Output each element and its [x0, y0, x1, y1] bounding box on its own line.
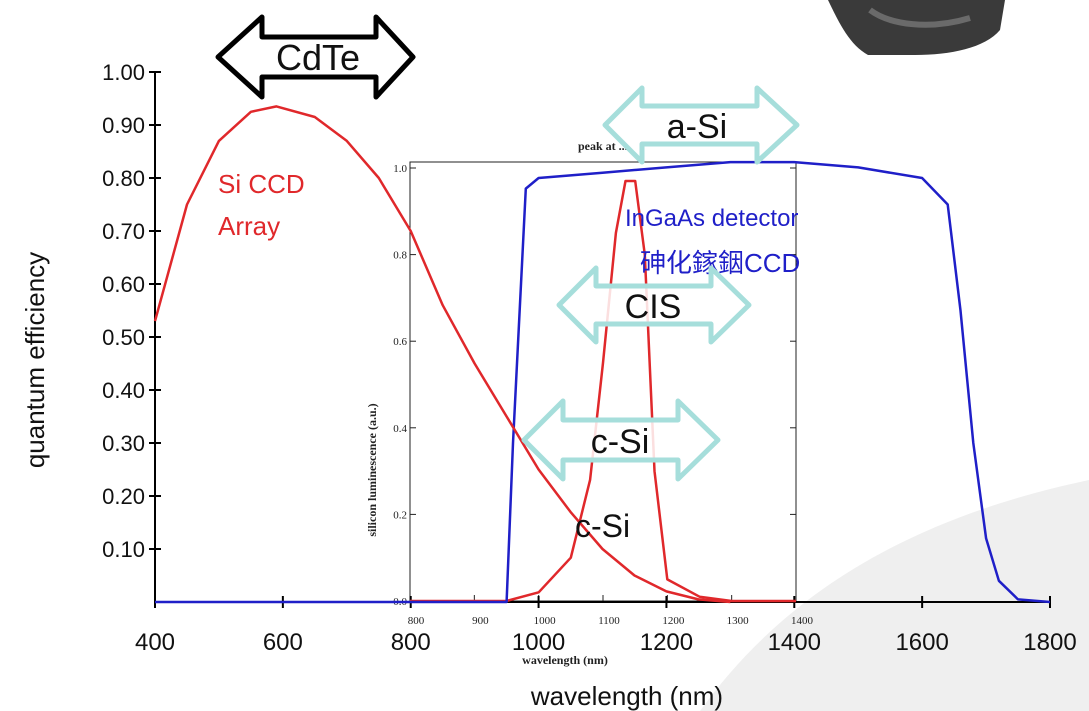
inset-c-si-luminescence-line	[410, 179, 796, 603]
inset-x-tick-label: 1300	[727, 615, 750, 627]
inset-x-tick-label: 1400	[791, 615, 814, 627]
a-si-arrow	[602, 85, 800, 165]
c-si-arrow-label: c-Si	[591, 423, 650, 461]
si-ccd-label-line1: Si CCD	[218, 169, 305, 199]
main-x-axis-label: wavelength (nm)	[530, 681, 723, 711]
main-x-tick-label: 400	[135, 629, 175, 656]
main-y-tick-label: 0.90	[102, 113, 145, 138]
inset-x-axis-label: wavelength (nm)	[522, 653, 608, 667]
inset-y-tick-label: 0.6	[393, 336, 407, 348]
cis-arrow-label: CIS	[625, 288, 682, 326]
main-y-tick-label: 0.60	[102, 272, 145, 297]
inset-y-tick-label: 1.0	[393, 163, 407, 175]
cdte-arrow	[215, 14, 416, 100]
ingaas-label-line2: 砷化鎵銦CCD	[640, 248, 800, 278]
main-x-tick-label: 1200	[640, 629, 693, 656]
inset-y-tick-label: 0.2	[393, 509, 407, 521]
c-si-arrow	[521, 398, 721, 482]
inset-x-tick-label: 1000	[534, 615, 557, 627]
inset-y-tick-label: 0.8	[393, 250, 407, 262]
main-x-tick-label: 600	[263, 629, 303, 656]
inset-y-axis-label: silicon luminescence (a.u.)	[365, 403, 379, 536]
main-y-tick-label: 0.50	[102, 325, 145, 350]
main-y-tick-label: 0.20	[102, 484, 145, 509]
series-layer	[153, 105, 1051, 604]
main-x-tick-label: 1600	[895, 629, 948, 656]
main-x-tick-label: 1000	[512, 629, 565, 656]
main-x-tick-label: 1800	[1023, 629, 1076, 656]
main-x-tick-label: 1400	[768, 629, 821, 656]
main-x-ticks: 400 600 800 1000 1200 1400 1600 1800	[135, 596, 1077, 656]
main-y-tick-label: 1.00	[102, 60, 145, 85]
main-x-tick-label: 800	[391, 629, 431, 656]
main-y-tick-label: 0.30	[102, 431, 145, 456]
inset-title: peak at ...	[578, 139, 628, 153]
c-si-label: c-Si	[575, 508, 630, 544]
main-y-axis-label: quantum efficiency	[20, 252, 50, 468]
main-y-tick-label: 0.40	[102, 378, 145, 403]
background-swoosh	[700, 480, 1089, 711]
inset-x-tick-label: 800	[408, 615, 425, 627]
main-y-tick-label: 0.80	[102, 166, 145, 191]
camera-photo	[828, 0, 1005, 55]
ingaas-detector-line	[155, 160, 1051, 604]
camera-photo-highlight	[868, 7, 971, 28]
inset-x-tick-label: 1100	[598, 615, 620, 627]
main-y-tick-label: 0.10	[102, 537, 145, 562]
inset-x-tick-label: 900	[472, 615, 489, 627]
inset-y-tick-label: 0.4	[393, 423, 407, 435]
main-y-ticks: 0.10 0.20 0.30 0.40 0.50 0.60 0.70 0.80 0.90 1.00	[102, 60, 161, 562]
cis-arrow	[556, 265, 752, 345]
ingaas-label-line1: InGaAs detector	[625, 205, 798, 232]
main-y-tick-label: 0.70	[102, 219, 145, 244]
si-ccd-array-line	[153, 105, 731, 604]
inset-x-tick-label: 1200	[662, 615, 685, 627]
a-si-arrow-label: a-Si	[667, 108, 727, 146]
cdte-arrow-label: CdTe	[276, 37, 360, 78]
si-ccd-label-line2: Array	[218, 211, 280, 241]
